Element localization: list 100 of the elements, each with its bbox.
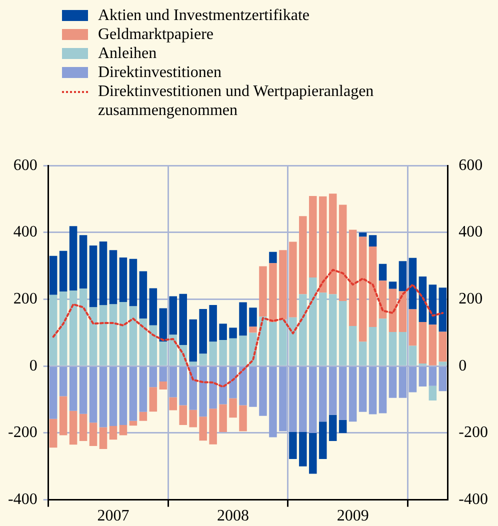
bar — [229, 366, 237, 398]
bar — [119, 366, 128, 425]
bar — [109, 426, 118, 440]
bar — [79, 366, 88, 414]
bar — [179, 294, 187, 346]
bar — [408, 309, 417, 346]
bar — [408, 258, 417, 310]
bar — [338, 420, 347, 433]
bar — [229, 398, 237, 418]
x-tick-label: 2009 — [336, 508, 369, 525]
bar — [69, 366, 78, 411]
bar — [189, 366, 197, 410]
bar — [229, 338, 237, 366]
bar — [269, 366, 277, 438]
bar — [69, 290, 78, 366]
bar — [418, 322, 427, 364]
bar — [109, 366, 118, 426]
bar — [438, 332, 447, 362]
bar — [189, 410, 197, 428]
bar — [398, 291, 407, 332]
bar — [129, 258, 138, 306]
bar — [199, 354, 207, 366]
bar — [279, 366, 287, 432]
bar — [259, 316, 267, 366]
bar — [199, 416, 207, 441]
bar — [289, 242, 297, 318]
bar — [279, 319, 287, 366]
bar — [59, 396, 68, 436]
bar — [179, 366, 187, 406]
y2-tick-label: 0 — [458, 357, 467, 374]
bar — [159, 308, 168, 342]
bar — [199, 308, 207, 354]
bar — [309, 366, 317, 433]
bar — [89, 366, 98, 423]
bar — [269, 322, 277, 366]
bar — [209, 366, 217, 409]
bar — [368, 327, 377, 366]
bar — [388, 366, 397, 398]
bar — [378, 264, 387, 281]
bar — [249, 326, 257, 333]
bar — [149, 325, 158, 366]
bar — [69, 226, 78, 291]
bar — [388, 282, 397, 289]
bar — [348, 326, 357, 366]
bar — [358, 232, 367, 237]
y-tick-label: 0 — [29, 357, 38, 374]
bar — [219, 366, 227, 404]
bar — [149, 387, 158, 412]
x-tick-label: 2008 — [217, 508, 250, 525]
bar — [398, 366, 407, 398]
bar — [358, 342, 367, 366]
x-tick-label: 2007 — [97, 508, 130, 525]
bar — [219, 404, 227, 432]
bar — [219, 324, 227, 340]
bar — [388, 332, 397, 366]
legend-label: Geldmarktpapiere — [98, 25, 214, 44]
bar — [169, 296, 178, 335]
bar — [169, 334, 178, 366]
bar — [169, 366, 178, 398]
bar — [289, 366, 297, 432]
bar — [418, 276, 427, 322]
bar — [309, 196, 317, 278]
bar — [159, 342, 168, 366]
bar — [378, 366, 387, 414]
bar — [99, 366, 108, 428]
legend-label: Anleihen — [98, 44, 157, 63]
bar — [309, 432, 317, 474]
bar — [398, 261, 407, 292]
bar — [368, 246, 377, 328]
y-tick-label: -400 — [8, 491, 38, 508]
y-tick-label: 400 — [13, 224, 38, 241]
bar — [209, 342, 217, 366]
bar — [279, 250, 287, 320]
bar — [89, 245, 98, 308]
bar — [418, 366, 427, 387]
bar — [189, 319, 197, 362]
bar — [318, 196, 327, 293]
bar — [428, 324, 437, 366]
bar — [358, 236, 367, 342]
bar — [219, 340, 227, 366]
bar — [299, 216, 307, 294]
legend-label: Aktien und Investmentzertifikate — [98, 6, 310, 25]
y2-tick-label: 200 — [458, 290, 483, 308]
bar — [348, 230, 357, 326]
bar — [438, 362, 447, 366]
bar — [59, 250, 68, 292]
bar — [249, 308, 257, 327]
bar — [328, 414, 337, 441]
bar — [269, 263, 277, 322]
bar — [239, 366, 247, 406]
bar — [289, 432, 297, 460]
bar — [348, 366, 357, 422]
bar — [408, 366, 417, 392]
bar — [318, 422, 327, 460]
bar — [169, 397, 178, 410]
bar — [49, 256, 58, 295]
bar — [99, 427, 108, 449]
bar — [69, 410, 78, 445]
y-tick-label: -200 — [8, 424, 38, 442]
bar — [139, 318, 148, 366]
